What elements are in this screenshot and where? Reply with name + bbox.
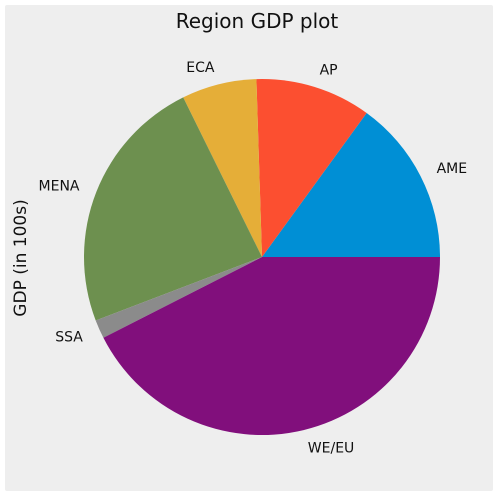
pie-label-ssa: SSA (55, 330, 83, 346)
pie-labels: AME AP ECA MENA SSA WE/EU (39, 60, 468, 457)
pie-chart: Region GDP plot GDP (in 100s) AME AP ECA ME… (11, 9, 468, 457)
pie-slice-eca (183, 79, 262, 257)
pie-slices (84, 79, 441, 436)
pie-slice-we-eu (103, 257, 441, 436)
pie-slice-ame (262, 112, 440, 258)
pie-slice-ap (256, 79, 367, 257)
chart-title: Region GDP plot (176, 9, 339, 33)
pie-label-we-eu: WE/EU (308, 441, 355, 457)
pie-label-ap: AP (320, 63, 338, 79)
pie-label-eca: ECA (186, 60, 215, 76)
y-axis-label: GDP (in 100s) (11, 199, 31, 316)
pie-slice-mena (84, 97, 262, 321)
chart-figure: Region GDP plot GDP (in 100s) AME AP ECA ME… (5, 5, 493, 491)
pie-label-ame: AME (437, 161, 468, 177)
pie-label-mena: MENA (39, 178, 80, 194)
pie-slice-ssa (95, 257, 262, 338)
